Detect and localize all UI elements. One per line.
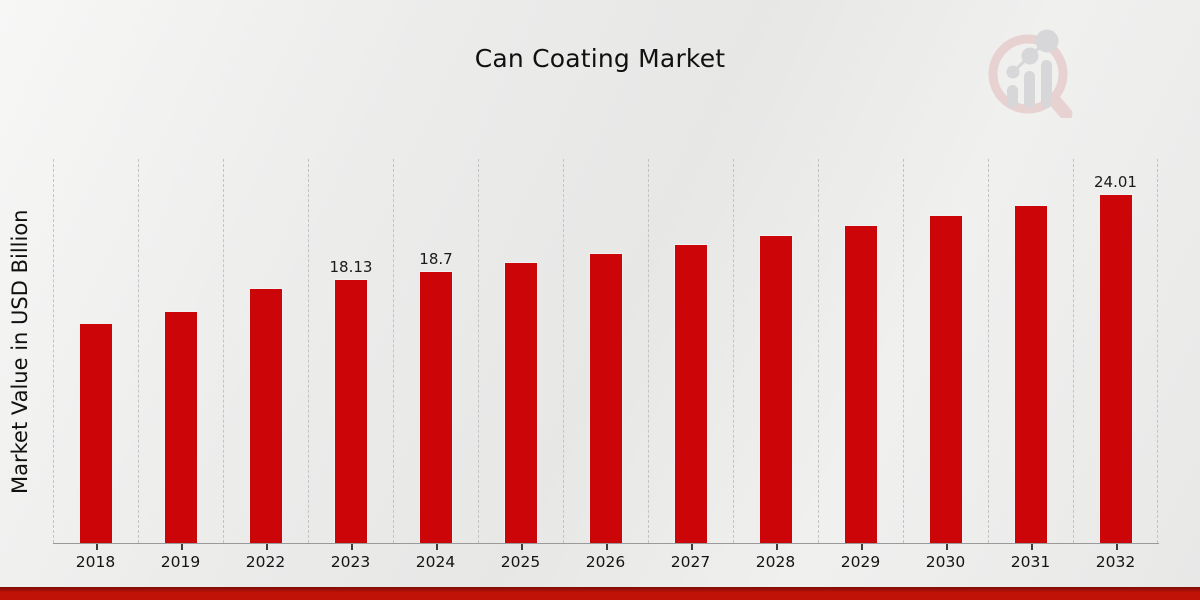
x-tick-label-2019: 2019	[160, 553, 201, 571]
bar-value-label-2032: 24.01	[1094, 173, 1137, 191]
bar-2022	[249, 288, 283, 543]
x-axis-tick-2024	[436, 544, 438, 550]
x-axis-labels: 2018 2019 2022 2023 2024 2025 2026 2027 2028 2029…	[53, 553, 1159, 571]
x-tick-label-2032: 2032	[1095, 553, 1136, 571]
plot-column-2027	[648, 159, 733, 550]
plot-column-2024: 18.7	[393, 159, 478, 550]
bar-2023	[334, 279, 368, 543]
x-axis-tick-2030	[946, 544, 948, 550]
x-tick-label-2023: 2023	[330, 553, 371, 571]
y-axis-label: Market Value in USD Billion	[8, 209, 32, 494]
x-axis-tick-2022	[266, 544, 268, 550]
plot-area: 18.13 18.7 24.01	[53, 159, 1159, 550]
x-tick-label-2026: 2026	[585, 553, 626, 571]
x-tick-label-2018: 2018	[75, 553, 116, 571]
bar-2019	[164, 311, 198, 543]
x-tick-label-2024: 2024	[415, 553, 456, 571]
x-tick-label-2028: 2028	[755, 553, 796, 571]
x-tick-label-2029: 2029	[840, 553, 881, 571]
bar-2028	[759, 235, 793, 543]
x-axis-tick-2032	[1115, 544, 1118, 550]
chart-title: Can Coating Market	[474, 44, 726, 73]
plot-column-2028	[733, 159, 818, 550]
bar-2025	[504, 262, 538, 543]
x-tick-label-2031: 2031	[1010, 553, 1051, 571]
x-axis-tick-2031	[1031, 544, 1033, 550]
plot-column-2018	[53, 159, 138, 550]
plot-column-2019	[138, 159, 223, 550]
x-tick-label-2022: 2022	[245, 553, 286, 571]
x-tick-label-2025: 2025	[500, 553, 541, 571]
plot-column-2029	[818, 159, 903, 550]
bar-2031	[1014, 205, 1048, 543]
x-axis-tick-2028	[776, 544, 778, 550]
x-axis-tick-2025	[521, 544, 523, 550]
plot-column-2026	[563, 159, 648, 550]
bar-value-label-2024: 18.7	[419, 250, 453, 268]
plot-column-2025	[478, 159, 563, 550]
x-axis-tick-2019	[181, 544, 183, 550]
x-axis-tick-2018	[96, 544, 98, 550]
bar-value-label-2023: 18.13	[329, 258, 373, 276]
bar-2032	[1098, 194, 1133, 543]
bar-2030	[929, 215, 963, 543]
x-axis-tick-2027	[691, 544, 693, 550]
bottom-red-band	[0, 587, 1200, 600]
x-tick-label-2027: 2027	[670, 553, 711, 571]
bar-2026	[589, 253, 623, 543]
bar-2027	[674, 244, 708, 543]
plot-column-2032: 24.01	[1073, 159, 1158, 550]
plot-column-2022	[223, 159, 308, 550]
bar-2024	[419, 271, 453, 543]
bar-2018	[79, 323, 113, 543]
plot-column-2031	[988, 159, 1073, 550]
plot-column-2030	[903, 159, 988, 550]
x-tick-label-2030: 2030	[925, 553, 966, 571]
x-axis-tick-2026	[606, 544, 608, 550]
plot-column-2023: 18.13	[308, 159, 393, 550]
bar-2029	[844, 225, 878, 543]
magnifier-bar-chart-logo-watermark	[988, 29, 1073, 118]
x-axis-tick-2029	[861, 544, 863, 550]
x-axis-tick-2023	[351, 544, 353, 550]
